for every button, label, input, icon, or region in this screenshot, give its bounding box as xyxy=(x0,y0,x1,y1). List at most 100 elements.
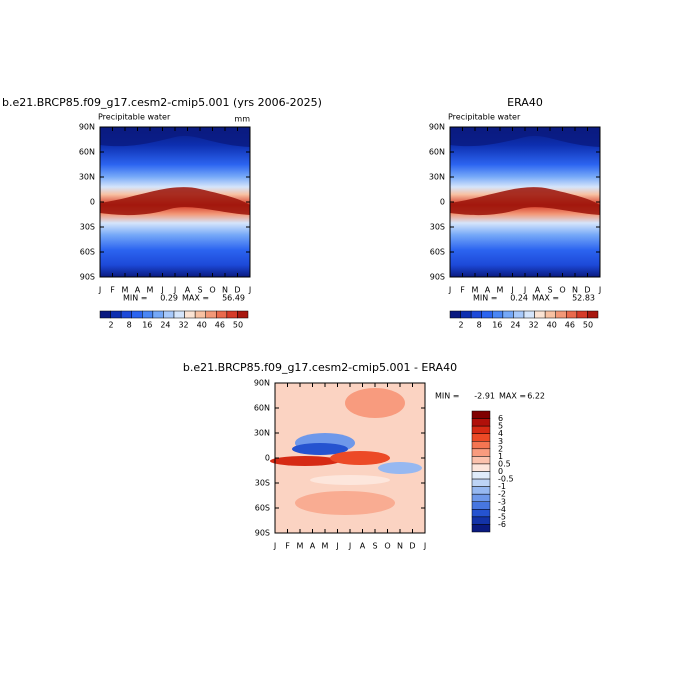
lat-label: 30N xyxy=(254,429,270,438)
max-value: 6.22 xyxy=(527,392,545,401)
month-label: D xyxy=(234,286,240,295)
panel: b.e21.BRCP85.f09_g17.cesm2-cmip5.001 (yr… xyxy=(2,96,322,330)
month-label: J xyxy=(423,542,426,551)
lat-label: 90S xyxy=(80,273,95,282)
month-label: A xyxy=(310,542,316,551)
colorbar-label: 4 xyxy=(498,429,503,438)
lat-label: 30S xyxy=(80,223,95,232)
colorbar-box xyxy=(471,456,491,465)
colorbar-box xyxy=(173,310,185,319)
colorbar-box xyxy=(163,310,175,319)
lat-label: 30S xyxy=(255,479,270,488)
month-label: A xyxy=(135,286,141,295)
month-label: J xyxy=(348,542,351,551)
month-label: J xyxy=(98,286,101,295)
colorbar-box xyxy=(152,310,164,319)
colorbar-label: -2 xyxy=(498,490,506,499)
colorbar-box xyxy=(226,310,238,319)
month-label: J xyxy=(335,542,338,551)
colorbar-box xyxy=(471,493,491,502)
colorbar-box xyxy=(471,471,491,480)
colorbar-label: -0.5 xyxy=(498,475,514,484)
colorbar-box xyxy=(566,310,578,319)
units-label: mm xyxy=(234,115,250,124)
lat-label: 60S xyxy=(430,248,445,257)
max-label: MAX = xyxy=(499,392,526,401)
month-label: J xyxy=(523,286,526,295)
colorbar-box xyxy=(471,448,491,457)
month-label: J xyxy=(248,286,251,295)
month-label: D xyxy=(409,542,415,551)
month-label: A xyxy=(535,286,541,295)
colorbar-label: 40 xyxy=(547,321,557,330)
colorbar-label: 46 xyxy=(215,321,225,330)
colorbar-box xyxy=(555,310,567,319)
month-label: F xyxy=(460,286,465,295)
colorbar-box xyxy=(471,516,491,525)
colorbar-label: 40 xyxy=(197,321,207,330)
colorbar-box xyxy=(492,310,504,319)
lat-label: 60N xyxy=(79,148,95,157)
panel: b.e21.BRCP85.f09_g17.cesm2-cmip5.001 - E… xyxy=(183,361,545,551)
min-value: 0.29 xyxy=(160,294,178,303)
colorbar-label: 50 xyxy=(583,321,593,330)
min-value: -2.91 xyxy=(474,392,495,401)
colorbar-box xyxy=(471,486,491,495)
colorbar-box xyxy=(142,310,154,319)
month-label: A xyxy=(485,286,491,295)
colorbar-label: 46 xyxy=(565,321,575,330)
month-label: A xyxy=(360,542,366,551)
colorbar-box xyxy=(184,310,196,319)
colorbar-label: 32 xyxy=(178,321,188,330)
colorbar-label: 2 xyxy=(108,321,113,330)
month-label: J xyxy=(173,286,176,295)
field-cap xyxy=(450,127,600,147)
field-blob xyxy=(378,462,422,474)
month-label: M xyxy=(297,542,304,551)
colorbar-box xyxy=(99,310,111,319)
month-label: M xyxy=(147,286,154,295)
colorbar-label: -6 xyxy=(498,520,506,529)
month-label: J xyxy=(160,286,163,295)
lat-label: 90S xyxy=(430,273,445,282)
max-value: 56.49 xyxy=(222,294,245,303)
colorbar-label: 24 xyxy=(510,321,520,330)
colorbar-label: -3 xyxy=(498,497,506,506)
min-label: MIN = xyxy=(435,392,460,401)
month-label: S xyxy=(197,286,202,295)
lat-label: 60N xyxy=(254,404,270,413)
month-label: S xyxy=(372,542,377,551)
colorbar-box xyxy=(502,310,514,319)
month-label: J xyxy=(598,286,601,295)
lat-label: 30N xyxy=(429,173,445,182)
colorbar-box xyxy=(587,310,599,319)
lat-label: 0 xyxy=(440,198,445,207)
lat-label: 60S xyxy=(80,248,95,257)
field-blob xyxy=(310,475,390,485)
month-label: F xyxy=(285,542,290,551)
colorbar-box xyxy=(471,501,491,510)
colorbar-label: 0 xyxy=(498,467,503,476)
colorbar-box xyxy=(523,310,535,319)
colorbar-label: -1 xyxy=(498,482,506,491)
max-label: MAX = xyxy=(532,294,559,303)
month-label: N xyxy=(222,286,228,295)
max-label: MAX = xyxy=(182,294,209,303)
month-label: M xyxy=(497,286,504,295)
colorbar-box xyxy=(471,433,491,442)
panel-title: b.e21.BRCP85.f09_g17.cesm2-cmip5.001 (yr… xyxy=(2,96,322,109)
month-label: A xyxy=(185,286,191,295)
month-label: M xyxy=(122,286,129,295)
colorbar-box xyxy=(471,418,491,427)
min-label: MIN = xyxy=(473,294,498,303)
field-band xyxy=(450,187,600,216)
colorbar-box xyxy=(120,310,132,319)
colorbar-label: 8 xyxy=(127,321,132,330)
month-label: N xyxy=(397,542,403,551)
colorbar-box xyxy=(194,310,206,319)
month-label: S xyxy=(547,286,552,295)
colorbar-label: 2 xyxy=(498,444,503,453)
field-blob xyxy=(330,451,390,465)
colorbar-box xyxy=(237,310,249,319)
field-blob xyxy=(270,456,340,466)
